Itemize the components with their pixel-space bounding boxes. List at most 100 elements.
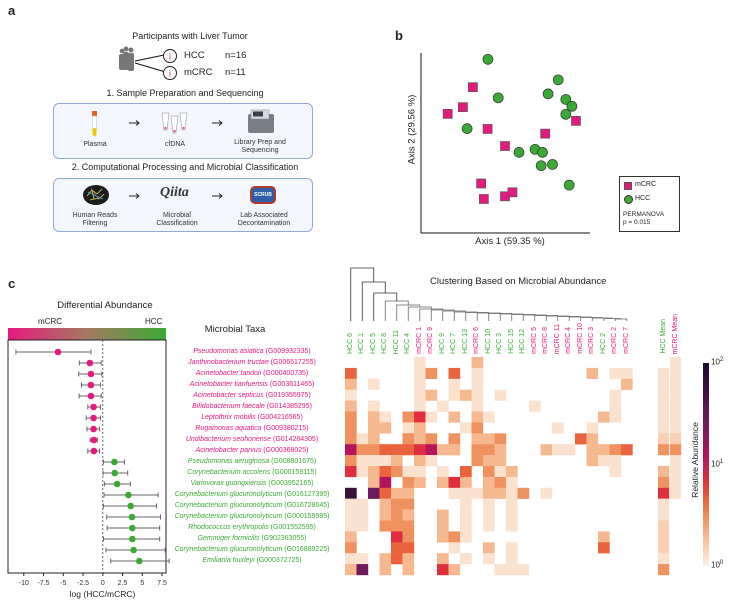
heatmap-cell [471,455,484,467]
heatmap-cell [437,444,449,456]
heatmap-cell [506,487,518,499]
x-tick-label: 7.5 [157,580,167,587]
heatmap-cell [575,433,587,445]
hcc-point [513,147,525,158]
heatmap-cell [506,466,518,478]
heatmap-cell [448,389,461,401]
heatmap-cell [494,455,507,467]
heatmap-cell [391,542,403,554]
heatmap-cell [345,400,357,412]
microbial-taxa-title: Microbial Taxa [204,324,266,335]
heatmap-cell [368,476,380,488]
mean-heatmap-cell [670,367,682,379]
heatmap-cell [483,542,495,554]
mean-heatmap-cell [670,357,682,369]
heatmap-cell [448,531,461,543]
estimate-point [87,370,95,378]
estimate-point [90,403,97,411]
heatmap-cell [391,455,403,467]
heatmap-cell [506,520,518,532]
mean-heatmap-cell [670,389,682,401]
mean-heatmap-cell [670,466,682,478]
hcc-point [461,123,473,134]
heatmap-cell [506,509,518,521]
heatmap-cell [598,455,610,467]
heatmap-cell [391,444,403,456]
heatmap-cell [621,367,633,379]
heatmap-cell [609,400,622,412]
heatmap-cell [506,553,518,565]
heatmap-cell [414,411,426,423]
heatmap-cell [471,433,484,445]
decontamination-label-line2: Decontamination [237,220,291,227]
taxon-label: Corynebacterium accolens (G000159115) [142,468,362,477]
heatmap-cell [368,487,380,499]
heatmap-cell [379,466,392,478]
taxon-name: Acinetobacter tandoii [195,370,262,377]
taxon-name: Acinetobacter parvus [195,447,262,454]
heatmap-cell [356,466,369,478]
heatmap-cell [402,531,415,543]
heatmap-cell [391,509,403,521]
heatmap-cell [402,498,415,510]
heatmap-cell [402,509,415,521]
heatmap-cell [552,422,564,434]
hcc-point [560,94,572,105]
taxon-id: (G019355975) [263,392,311,399]
blood-tube-icon [92,111,97,136]
taxon-name: Corynebacterium glucuronolyticum [174,502,283,509]
heatmap-cell [494,433,507,445]
estimate-point [90,436,98,444]
estimate-point [90,425,97,433]
hcc-point [563,179,575,191]
mean-heatmap-cell [658,509,670,521]
taxon-label: Corynebacterium glucuronolyticum (G01612… [142,490,362,499]
heatmap-cell [563,444,576,456]
hcc-point [492,92,504,104]
gradient-left-label: mCRC [38,317,62,326]
mcrc-point [479,194,489,204]
heatmap-cell [345,498,357,510]
heatmap-cell [414,455,426,467]
qiita-logo: Qiita [160,185,189,200]
heatmap-cell [448,487,461,499]
microbial-classification-line1: Microbial [162,212,191,219]
heatmap-cell [586,455,599,467]
mean-heatmap-cell [670,411,682,423]
estimate-point [54,348,62,356]
group-hcc-n: n=16 [225,50,247,61]
taxon-label: Acinetobacter tianfuensis (G003611465) [142,380,362,389]
taxon-label: Corynebacterium glucuronolyticum (G00015… [142,512,362,521]
mean-heatmap-cell [670,422,682,434]
mean-heatmap-cell [658,389,670,401]
heatmap-cell [345,367,357,379]
taxon-name: Acinetobacter septicus [193,392,264,399]
colorbar-label: Relative Abundance [690,422,700,498]
estimate-point [86,359,94,367]
taxon-id: (G902363055) [259,535,307,542]
estimate-point [128,513,136,521]
heatmap-cell [345,378,357,390]
dna-tubes-icon [161,112,188,134]
mean-heatmap-cell [658,378,670,390]
heatmap-cell [494,444,507,456]
mcrc-point [476,178,487,189]
taxon-id: (G009932335) [263,348,311,355]
heatmap-cell [345,487,357,499]
heatmap-cell [598,444,610,456]
step1-title: 1. Sample Preparation and Sequencing [106,88,264,98]
taxon-label: Corynebacterium glucuronolyticum (G01672… [142,501,362,510]
tick-base: 10 [711,560,720,570]
heatmap-cell [448,367,461,379]
heatmap-cell [448,411,461,423]
heatmap-cell [379,553,392,565]
heatmap-cell [471,367,484,379]
heatmap-cell [494,389,507,401]
heatmap-cell [402,466,415,478]
heatmap-cell [448,542,461,554]
mean-heatmap-cell [670,378,682,390]
heatmap-cell [414,367,426,379]
heatmap-cell [368,455,380,467]
heatmap-cell [414,378,426,390]
heatmap-cell [483,487,495,499]
